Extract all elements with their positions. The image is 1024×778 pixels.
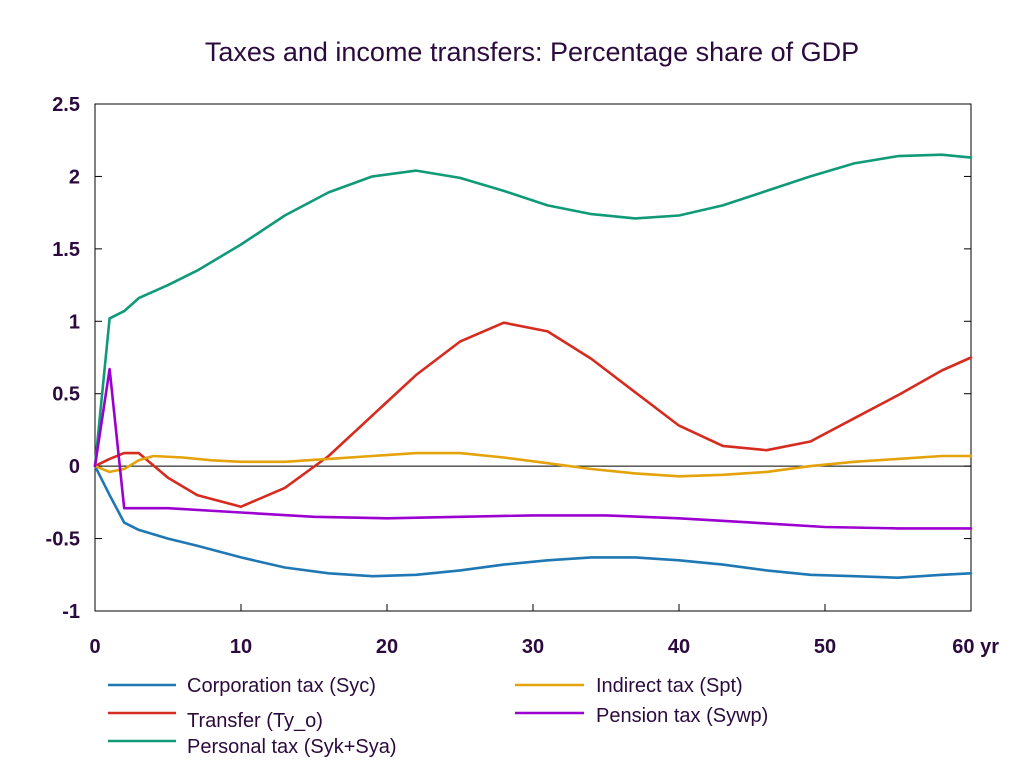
x-tick-label: 10 [230,636,252,658]
series-line-1 [93,321,973,509]
legend-label-4: Pension tax (Sywp) [596,705,768,727]
x-tick-label: 30 [522,636,544,658]
y-tick-label: 1 [69,311,80,333]
series-line-0 [93,464,973,580]
legend-label-0: Corporation tax (Syc) [187,675,376,697]
x-tick-label: 50 [814,636,836,658]
plot-area: -1 -0.5 0 0.5 1 1.5 2 2.5 0 10 20 30 40 50 60 yr [46,94,1000,658]
chart-title: Taxes and income transfers: Percentage s… [205,37,859,67]
y-ticks: -1 -0.5 0 0.5 1 1.5 2 2.5 [46,94,971,623]
series-line-2 [93,153,973,468]
legend: Corporation tax (Syc) Transfer (Ty_o) Pers… [108,675,768,758]
x-ticks: 0 10 20 30 40 50 60 yr [89,604,999,658]
legend-label-1: Transfer (Ty_o) [187,710,323,732]
series-line-3 [93,451,973,478]
series-lines [93,153,973,580]
y-tick-label: 2.5 [52,94,80,116]
x-tick-label: 40 [668,636,690,658]
y-tick-label: 0.5 [52,384,80,406]
y-tick-label: 1.5 [52,239,80,261]
y-tick-label: 0 [69,456,80,478]
y-tick-label: -1 [62,601,80,623]
legend-label-3: Indirect tax (Spt) [596,675,743,697]
x-tick-label: 60 yr [952,636,999,658]
y-tick-label: 2 [69,166,80,188]
legend-label-2: Personal tax (Syk+Sya) [187,736,397,758]
x-tick-label: 0 [89,636,100,658]
x-tick-label: 20 [376,636,398,658]
series-line-4 [93,367,973,530]
y-tick-label: -0.5 [46,529,80,551]
plot-frame [94,103,972,612]
